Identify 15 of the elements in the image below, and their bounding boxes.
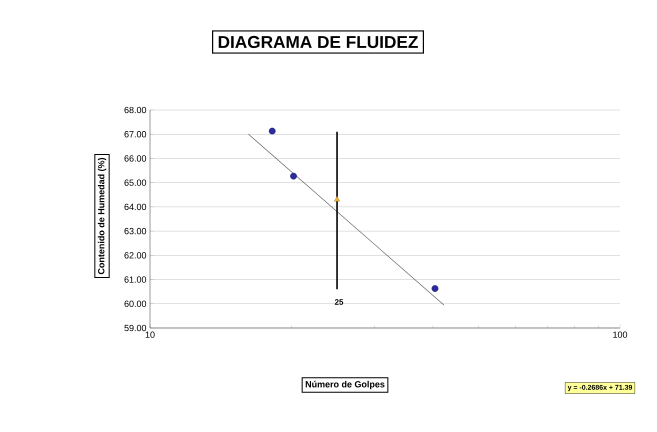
- y-tick-label: 62.00: [124, 252, 146, 259]
- y-tick-label: 68.00: [124, 106, 146, 114]
- x-tick-label: 100: [613, 332, 628, 338]
- y-tick-label: 64.00: [124, 204, 146, 210]
- x-tick-label: 10: [146, 332, 155, 338]
- y-tick-label: 67.00: [124, 131, 146, 138]
- y-tick-label: 61.00: [124, 276, 146, 283]
- y-tick-label: 65.00: [124, 179, 146, 186]
- y-tick-label: 66.00: [124, 155, 146, 162]
- chart-title: DIAGRAMA DE FLUIDEZ: [218, 36, 418, 48]
- y-tick-label: 59.00: [124, 324, 146, 332]
- x-axis-title: Número de Golpes: [306, 380, 384, 390]
- y-axis-title: Contenido de Humedad (%): [98, 158, 106, 274]
- y-tick-label: 60.00: [124, 300, 146, 307]
- y-tick-label: 63.00: [124, 228, 146, 234]
